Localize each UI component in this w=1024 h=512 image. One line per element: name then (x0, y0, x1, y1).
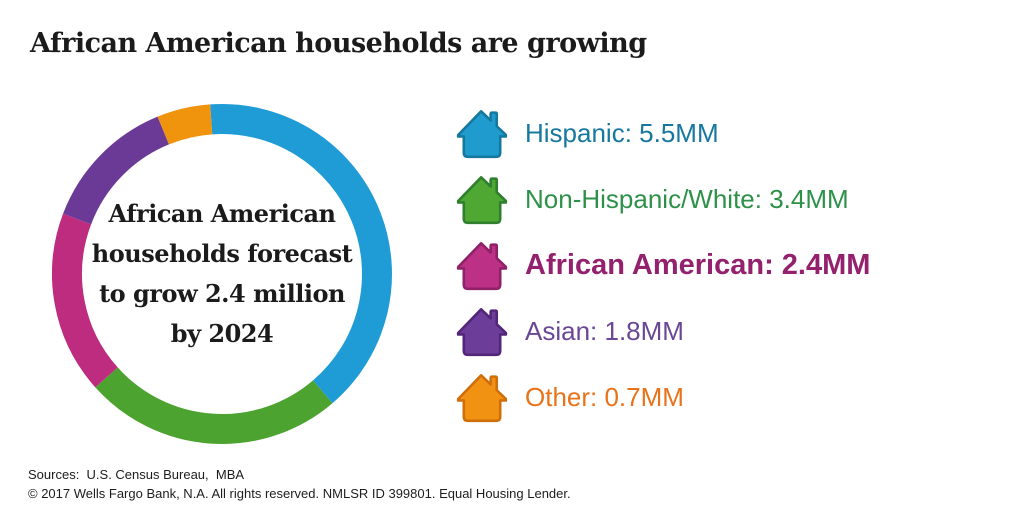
donut-chart (52, 104, 392, 444)
center-text-line: African American (108, 199, 336, 228)
legend-item-african-american: African American: 2.4MM (455, 238, 870, 292)
house-icon (456, 308, 508, 357)
donut-segment-other (157, 104, 213, 145)
legend-item-non-hispanic-white: Non-Hispanic/White: 3.4MM (455, 172, 870, 226)
center-text-line: by 2024 (170, 319, 274, 348)
legend-item-label: African American: 2.4MM (525, 248, 871, 281)
donut-center-label: African American households forecast to gr… (72, 194, 372, 354)
footer-sources: Sources: U.S. Census Bureau, MBA (28, 467, 245, 482)
house-icon (456, 176, 508, 225)
center-text-line: households forecast (91, 239, 353, 268)
donut-segment-non-hispanic-white (95, 367, 333, 444)
legend-item-label: Other: 0.7MM (525, 381, 684, 412)
legend-item-asian: Asian: 1.8MM (455, 304, 870, 358)
legend: Hispanic: 5.5MM Non-Hispanic/White: 3.4M… (455, 106, 870, 436)
page-title: African American households are growing (30, 28, 647, 59)
footer: Sources: U.S. Census Bureau, MBA © 2017 … (28, 466, 571, 503)
house-icon (456, 110, 508, 159)
center-text-line: to grow 2.4 million (99, 279, 345, 308)
legend-item-other: Other: 0.7MM (455, 370, 870, 424)
donut-segment-hispanic (210, 104, 392, 404)
legend-item-label: Asian: 1.8MM (525, 315, 684, 346)
legend-item-hispanic: Hispanic: 5.5MM (455, 106, 870, 160)
house-icon (456, 242, 508, 291)
footer-copyright: © 2017 Wells Fargo Bank, N.A. All rights… (28, 485, 571, 501)
donut-segment-african-american (52, 213, 118, 388)
house-icon (456, 374, 508, 423)
donut-segment-asian (63, 116, 170, 225)
legend-item-label: Hispanic: 5.5MM (525, 117, 719, 148)
legend-item-label: Non-Hispanic/White: 3.4MM (525, 183, 849, 214)
